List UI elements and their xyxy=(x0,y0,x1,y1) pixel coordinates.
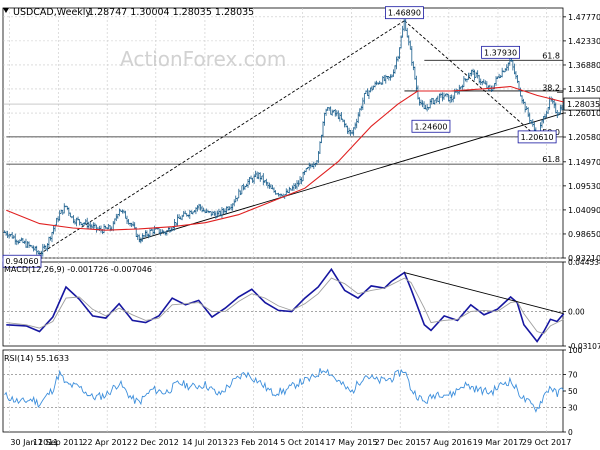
price-y-tick-label: 1.14970 xyxy=(568,158,600,167)
rsi-title: RSI(14) 55.1633 xyxy=(4,354,69,363)
x-tick-label: 17 May 2015 xyxy=(325,438,377,447)
macd-y-tick-label: 0.00 xyxy=(568,307,585,316)
price-y-tick-label: 1.20580 xyxy=(568,133,600,142)
macd-y-tick-label: 0.044534 xyxy=(568,258,600,267)
current-price-label: 1.28035 xyxy=(567,100,600,109)
rsi-y-tick-label: 100 xyxy=(568,346,583,355)
dropdown-triangle-icon[interactable] xyxy=(3,8,9,13)
x-tick-label: 2 Dec 2012 xyxy=(133,438,179,447)
moving-average-line xyxy=(6,85,564,231)
price-gridlines xyxy=(3,8,563,259)
x-tick-label: 19 Mar 2017 xyxy=(473,438,524,447)
price-trendline xyxy=(39,20,405,255)
rsi-y-tick-label: 30 xyxy=(568,403,578,412)
x-tick-label: 27 Dec 2015 xyxy=(375,438,426,447)
ohlc-readout: 1.28747 1.30004 1.28035 1.28035 xyxy=(88,7,254,18)
current-price-box xyxy=(563,97,600,111)
title-bar: USDCAD,Weekly 1.28747 1.30004 1.28035 1.… xyxy=(3,7,254,18)
macd-y-axis: 0.044534 0.00 -0.031072 xyxy=(563,258,600,351)
price-label-text: 1.37930 xyxy=(484,48,517,57)
fib-level-label: 61.8 xyxy=(542,51,560,60)
x-tick-label: 29 Oct 2017 xyxy=(522,438,571,447)
price-y-tick-label: 1.04090 xyxy=(568,206,600,215)
rsi-y-axis: 100 70 50 30 0 xyxy=(563,346,583,437)
price-label-text: 1.24600 xyxy=(414,122,447,131)
x-tick-label: 5 Oct 2014 xyxy=(280,438,324,447)
x-tick-label: 23 Feb 2014 xyxy=(228,438,278,447)
price-y-tick-label: 1.36880 xyxy=(568,61,600,70)
rsi-line xyxy=(4,368,564,413)
rsi-y-tick-label: 70 xyxy=(568,371,578,380)
macd-signal-line xyxy=(6,277,564,335)
rsi-y-tick-label: 50 xyxy=(568,387,578,396)
price-trendline xyxy=(404,20,538,138)
macd-title: MACD(12,26,9) -0.001726 -0.007046 xyxy=(4,265,152,274)
price-y-tick-label: 1.09530 xyxy=(568,182,600,191)
price-y-tick-label: 0.98650 xyxy=(568,230,600,239)
fib-level-label: 38.2 xyxy=(542,83,560,92)
fib-level-label: 61.8 xyxy=(542,155,560,164)
price-label-box xyxy=(481,45,520,59)
price-y-tick-label: 1.26010 xyxy=(568,109,600,118)
price-level-labels: 1.46890 1.37930 1.24600 1.20610 0.94060 xyxy=(2,6,557,268)
price-y-tick-label: 0.93210 xyxy=(568,254,600,263)
x-tick-label: 30 Jan 2011 xyxy=(10,438,58,447)
price-y-axis: 1.47770 1.42330 1.36880 1.31450 1.26010 1.205… xyxy=(563,13,600,263)
price-label-box xyxy=(2,254,42,268)
macd-lines xyxy=(6,267,565,343)
price-label-box xyxy=(411,119,451,133)
price-label-text: 1.46890 xyxy=(388,9,421,18)
moving-average-line xyxy=(6,85,564,231)
macd-trendline xyxy=(404,272,564,315)
rsi-y-tick-label: 0 xyxy=(568,428,573,437)
price-y-tick-label: 1.47770 xyxy=(568,13,600,22)
rsi-gridlines xyxy=(3,350,563,432)
price-y-tick-label: 1.31450 xyxy=(568,85,600,94)
price-label-text: 1.20610 xyxy=(521,133,554,142)
x-tick-label: 7 Aug 2016 xyxy=(426,438,472,447)
macd-panel-frame xyxy=(2,261,564,347)
rsi-line xyxy=(4,368,564,413)
macd-main-line xyxy=(6,267,565,343)
symbol-title: USDCAD,Weekly xyxy=(13,7,91,18)
x-tick-label: 11 Sep 2011 xyxy=(33,438,84,447)
price-label-box xyxy=(385,6,424,20)
x-tick-label: 14 Jul 2013 xyxy=(182,438,227,447)
price-y-tick-label: 1.42330 xyxy=(568,37,600,46)
price-trendline xyxy=(138,112,564,241)
macd-y-tick-label: -0.031072 xyxy=(568,342,600,351)
x-tick-label: 22 Apr 2012 xyxy=(82,438,131,447)
price-label-box xyxy=(517,130,557,144)
price-label-text: 0.94060 xyxy=(5,257,38,266)
watermark: ActionForex.com xyxy=(120,47,286,71)
